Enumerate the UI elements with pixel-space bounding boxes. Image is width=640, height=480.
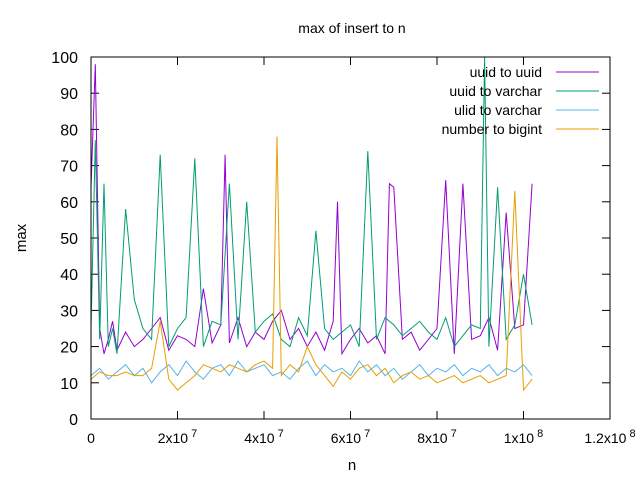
- x-tick-label: 1.2x10 8: [584, 428, 635, 446]
- x-tick-label: 6x10 7: [331, 428, 371, 446]
- series-line-2: [90, 360, 533, 384]
- x-tick-label-exponent: 7: [275, 428, 284, 440]
- chart-title: max of insert to n: [298, 20, 405, 36]
- y-tick-label: 0: [69, 412, 78, 429]
- y-tick-label: 80: [60, 122, 78, 139]
- x-tick-labels: 0 2x10 7 4x10 7 6x10 7 8x10 7 1x10 8 1.2x10 8: [87, 428, 636, 446]
- y-axis-label: max: [13, 223, 30, 252]
- x-tick-label-exponent: 8: [534, 428, 543, 440]
- series-line-3: [90, 136, 533, 392]
- x-tick-label: 4x10 7: [244, 428, 284, 446]
- y-tick-label: 10: [60, 376, 78, 393]
- x-tick-label-base: 6x10: [331, 430, 362, 446]
- x-tick-label-exponent: 7: [361, 428, 370, 440]
- x-tick-label: 2x10 7: [158, 428, 198, 446]
- legend: uuid to uuid uuid to varchar ulid to varch…: [442, 64, 599, 137]
- y-tick-label: 30: [60, 303, 78, 320]
- x-tick-label: 8x10 7: [417, 428, 457, 446]
- x-tick-label-base: 2x10: [158, 430, 189, 446]
- legend-label: ulid to varchar: [454, 102, 542, 118]
- x-tick-label-exponent: 7: [188, 428, 197, 440]
- legend-label: uuid to varchar: [449, 83, 542, 99]
- x-axis-label: n: [348, 457, 356, 474]
- x-tick-label-exponent: 8: [626, 428, 635, 440]
- series-lines: [90, 56, 533, 392]
- y-tick-label: 100: [51, 50, 78, 67]
- plot-frame: [90, 56, 611, 420]
- y-tick-label: 20: [60, 340, 78, 357]
- x-tick-label-base: 8x10: [417, 430, 448, 446]
- x-tick-label-base: 0: [87, 430, 95, 446]
- y-tick-labels: 0 10 20 30 40 50 60 70 80 90 100: [51, 50, 78, 429]
- x-tick-label-base: 1.2x10: [584, 430, 626, 446]
- x-tick-label-exponent: 7: [448, 428, 457, 440]
- series-line-1: [90, 56, 533, 354]
- y-tick-label: 60: [60, 195, 78, 212]
- y-tick-label: 50: [60, 231, 78, 248]
- x-tick-label-base: 4x10: [244, 430, 275, 446]
- y-tick-label: 70: [60, 159, 78, 176]
- x-tick-label: 1x10 8: [504, 428, 544, 446]
- y-tick-label: 40: [60, 267, 78, 284]
- x-tick-label-base: 1x10: [504, 430, 535, 446]
- legend-label: number to bigint: [442, 121, 543, 137]
- y-tick-label: 90: [60, 86, 78, 103]
- legend-label: uuid to uuid: [470, 64, 542, 80]
- x-tick-label: 0: [87, 430, 95, 446]
